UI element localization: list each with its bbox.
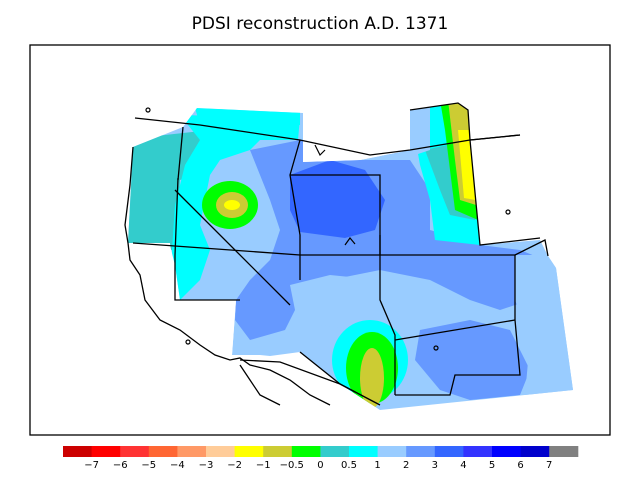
legend-tick-label: 7 xyxy=(546,460,552,471)
field-west-cyan xyxy=(170,115,300,300)
lake-1 xyxy=(314,144,326,157)
legend-swatch xyxy=(320,446,350,457)
legend-swatch xyxy=(549,446,579,457)
legend-swatch xyxy=(206,446,236,457)
field-central-blue4 xyxy=(290,160,385,238)
legend-tick-label: −1 xyxy=(256,460,271,471)
legend-swatch xyxy=(349,446,379,457)
legend-tick-label: 1 xyxy=(374,460,380,471)
map-title: PDSI reconstruction A.D. 1371 xyxy=(191,14,449,34)
legend-tick-label: 0 xyxy=(317,460,323,471)
legend-tick-label: −5 xyxy=(141,460,156,471)
legend-swatch xyxy=(120,446,150,457)
legend-tick-label: 4 xyxy=(460,460,466,471)
legend-swatch xyxy=(91,446,121,457)
north-gap-mask xyxy=(303,110,410,162)
field-south-olive xyxy=(360,348,384,408)
border-idaho-w xyxy=(177,126,184,181)
field-west-cyan2 xyxy=(195,108,300,125)
legend-swatch xyxy=(148,446,178,457)
small-features xyxy=(145,107,511,351)
legend-swatch xyxy=(492,446,522,457)
legend-tick-label: 0.5 xyxy=(341,460,357,471)
island-3 xyxy=(433,345,439,351)
island-2 xyxy=(185,339,191,345)
legend-tick-label: 6 xyxy=(517,460,523,471)
legend-tick-label: −6 xyxy=(113,460,128,471)
legend-swatch xyxy=(234,446,264,457)
border-wy xyxy=(290,174,381,255)
border-sd xyxy=(469,139,541,246)
legend-tick-label: −3 xyxy=(199,460,214,471)
border-tx xyxy=(514,239,549,257)
legend-tick-label: 2 xyxy=(403,460,409,471)
legend-swatch xyxy=(263,446,293,457)
legend-swatch xyxy=(177,446,207,457)
field-west-teal xyxy=(128,130,210,250)
legend-swatch xyxy=(63,446,93,457)
legend-swatch xyxy=(463,446,493,457)
legend-tick-label: −0.5 xyxy=(280,460,304,471)
coastline-gulf xyxy=(299,351,356,393)
border-mexico xyxy=(239,359,381,406)
legend-tick-label: 3 xyxy=(432,460,438,471)
field-blob-yellow xyxy=(224,200,240,210)
legend-labels: −7 −6 −5 −4 −3 −2 −1 −0.5 0 0.5 1 2 3 4 5 6 7 xyxy=(84,460,552,471)
field-southeast-blue3 xyxy=(415,320,530,400)
legend-swatch xyxy=(291,446,321,457)
map-frame xyxy=(29,44,611,436)
boundaries xyxy=(124,102,549,406)
border-nv-diag xyxy=(174,189,291,306)
border-nm-tx xyxy=(395,319,521,396)
legend-swatch xyxy=(377,446,407,457)
border-ca-nv xyxy=(174,177,240,301)
legend-tick-label: −2 xyxy=(227,460,242,471)
border-or-ca xyxy=(132,242,301,256)
east-gap-mask xyxy=(470,140,540,245)
legend-swatch xyxy=(520,446,550,457)
coastline-baja xyxy=(239,364,281,406)
legend-swatch xyxy=(434,446,464,457)
coastline-west xyxy=(124,146,331,406)
legend-swatch xyxy=(406,446,436,457)
border-nd xyxy=(409,102,521,141)
field-south-light xyxy=(290,275,400,335)
lake-2 xyxy=(344,237,356,246)
legend-tick-label: −7 xyxy=(84,460,99,471)
border-se xyxy=(394,319,516,341)
island-1 xyxy=(145,107,151,113)
ocean-mask xyxy=(128,243,236,355)
field-ne-light xyxy=(410,106,430,155)
border-co-nm xyxy=(379,255,396,395)
island-4 xyxy=(505,209,511,215)
border-idaho xyxy=(289,139,301,255)
legend-tick-label: 5 xyxy=(489,460,495,471)
legend-tick-label: −4 xyxy=(170,460,185,471)
legend-swatches xyxy=(63,446,579,457)
